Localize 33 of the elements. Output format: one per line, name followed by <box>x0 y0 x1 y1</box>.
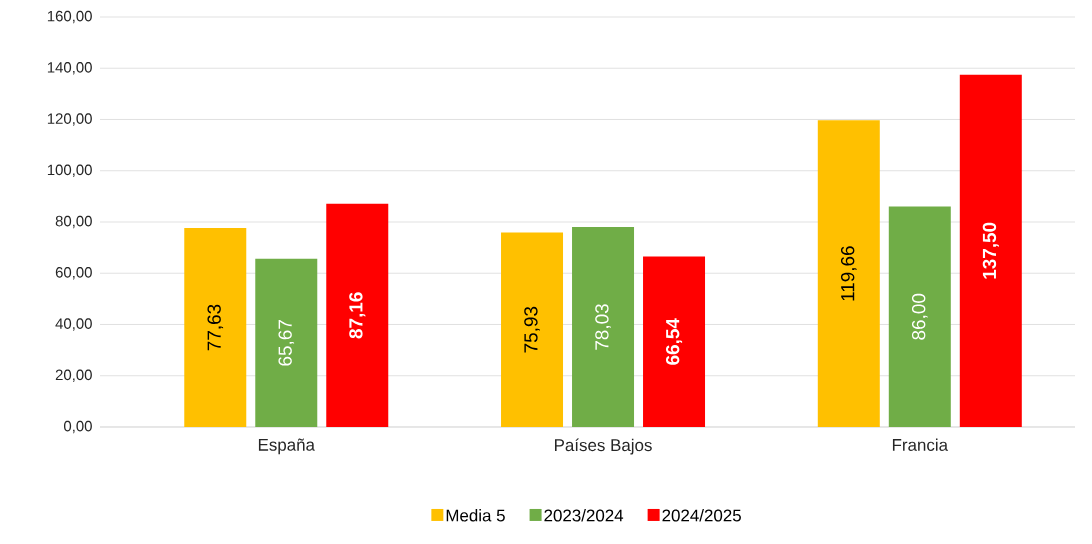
bar <box>326 203 389 427</box>
bar <box>501 232 564 427</box>
y-tick-label: 120,00 <box>47 113 92 126</box>
data-label: 87,16 <box>349 292 366 339</box>
x-tick-label: Francia <box>892 438 949 451</box>
y-tick-label: 160,00 <box>47 10 92 24</box>
data-label: 78,03 <box>595 304 611 350</box>
y-tick-label: 20,00 <box>55 369 92 382</box>
y-tick-label: 60,00 <box>55 267 92 280</box>
bar <box>817 120 880 427</box>
data-label: 66,54 <box>665 318 683 365</box>
bar <box>888 206 951 427</box>
bar <box>184 228 247 427</box>
y-tick-label: 0,00 <box>63 420 92 434</box>
bar <box>255 258 318 427</box>
y-tick-label: 100,00 <box>47 164 92 177</box>
bar <box>959 74 1022 427</box>
legend-label: 2024/2025 <box>662 509 741 522</box>
y-tick-label: 80,00 <box>55 215 92 229</box>
legend-label: 2023/2024 <box>544 509 624 522</box>
legend-label: Media 5 <box>446 509 505 522</box>
bar <box>643 256 706 427</box>
data-label: 119,66 <box>840 246 857 301</box>
data-label: 77,63 <box>207 304 224 351</box>
y-tick-label: 140,00 <box>47 62 92 75</box>
data-label: 75,93 <box>524 306 540 353</box>
data-label: 137,50 <box>982 222 999 279</box>
data-label: 65,67 <box>278 320 295 366</box>
x-tick-label: España <box>258 438 315 455</box>
bar <box>572 227 635 427</box>
x-tick-label: Países Bajos <box>555 438 652 455</box>
y-tick-label: 40,00 <box>55 318 92 331</box>
data-label: 86,00 <box>911 293 928 340</box>
